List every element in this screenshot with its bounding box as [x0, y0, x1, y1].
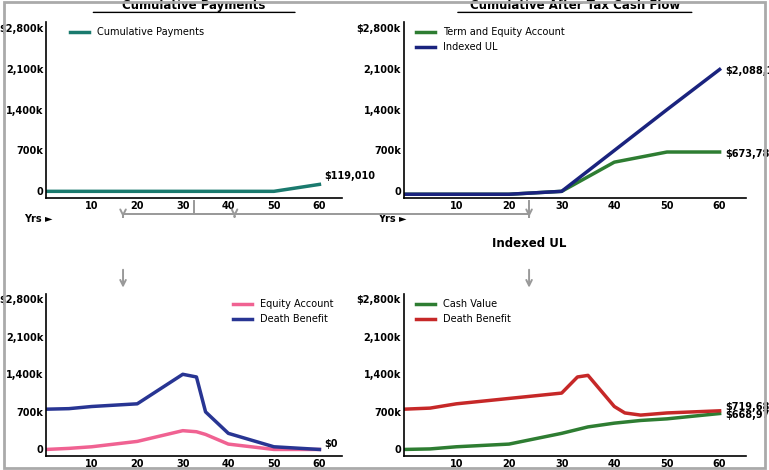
- Text: Equity
Account: Equity Account: [96, 229, 150, 258]
- Legend: Term and Equity Account, Indexed UL: Term and Equity Account, Indexed UL: [412, 24, 569, 56]
- Text: Yrs ►: Yrs ►: [378, 214, 407, 224]
- Legend: Cumulative Payments: Cumulative Payments: [66, 24, 208, 41]
- Text: Cumulative After Tax Cash Flow: Cumulative After Tax Cash Flow: [470, 0, 680, 11]
- Text: $119,010: $119,010: [324, 171, 375, 180]
- Legend: Equity Account, Death Benefit: Equity Account, Death Benefit: [229, 295, 338, 328]
- Text: Yrs ►: Yrs ►: [24, 214, 52, 224]
- Text: $0: $0: [324, 439, 338, 449]
- Text: Indexed UL: Indexed UL: [491, 237, 566, 250]
- Legend: Cash Value, Death Benefit: Cash Value, Death Benefit: [412, 295, 515, 328]
- Text: Term
Insurance: Term Insurance: [202, 229, 267, 258]
- Text: $673,787: $673,787: [725, 149, 769, 159]
- Text: $2,088,194*: $2,088,194*: [725, 66, 769, 76]
- Text: $668,971*: $668,971*: [725, 410, 769, 420]
- Text: Cumulative Payments: Cumulative Payments: [122, 0, 266, 11]
- Text: $719,682*: $719,682*: [725, 402, 769, 412]
